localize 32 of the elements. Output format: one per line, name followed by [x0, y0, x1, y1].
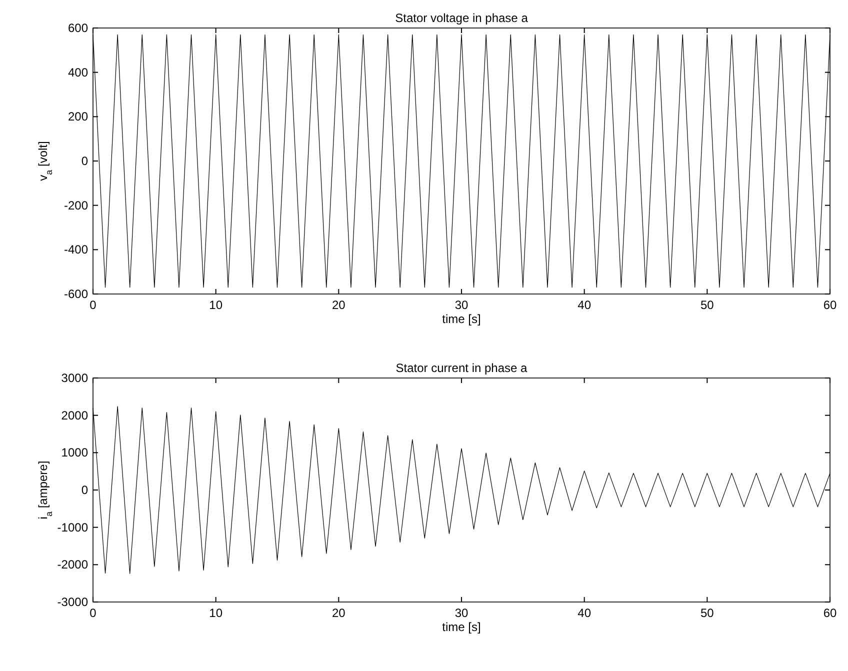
y-tick-label: 3000	[61, 371, 88, 385]
chart-title: Stator voltage in phase a	[395, 11, 528, 25]
y-tick-label: 0	[81, 154, 88, 168]
x-tick-label: 50	[700, 298, 714, 312]
y-tick-label: -3000	[57, 595, 88, 609]
y-tick-label: -1000	[57, 520, 88, 534]
x-tick-label: 60	[823, 606, 837, 620]
x-axis-title: time [s]	[442, 620, 481, 634]
x-tick-label: 10	[209, 298, 223, 312]
x-tick-label: 40	[578, 298, 592, 312]
x-tick-label: 0	[90, 298, 97, 312]
y-tick-label: 2000	[61, 408, 88, 422]
y-tick-label: -200	[64, 198, 88, 212]
x-tick-label: 30	[454, 606, 468, 620]
y-tick-label: 600	[68, 21, 88, 35]
x-tick-label: 0	[90, 606, 97, 620]
x-axis-title: time [s]	[442, 312, 481, 326]
x-tick-label: 10	[209, 606, 223, 620]
x-tick-label: 20	[332, 298, 346, 312]
y-tick-label: -400	[64, 242, 88, 257]
y-tick-label: 0	[81, 483, 88, 497]
x-tick-label: 30	[454, 298, 468, 312]
y-tick-label: -2000	[57, 558, 88, 572]
y-tick-label: 400	[68, 65, 88, 80]
x-tick-label: 60	[823, 298, 837, 312]
chart-title: Stator current in phase a	[396, 361, 528, 375]
y-tick-label: 200	[68, 110, 88, 124]
x-tick-label: 20	[332, 606, 346, 620]
y-tick-label: -600	[64, 287, 88, 301]
y-tick-label: 1000	[61, 446, 88, 460]
x-tick-label: 40	[578, 606, 592, 620]
x-tick-label: 50	[700, 606, 714, 620]
